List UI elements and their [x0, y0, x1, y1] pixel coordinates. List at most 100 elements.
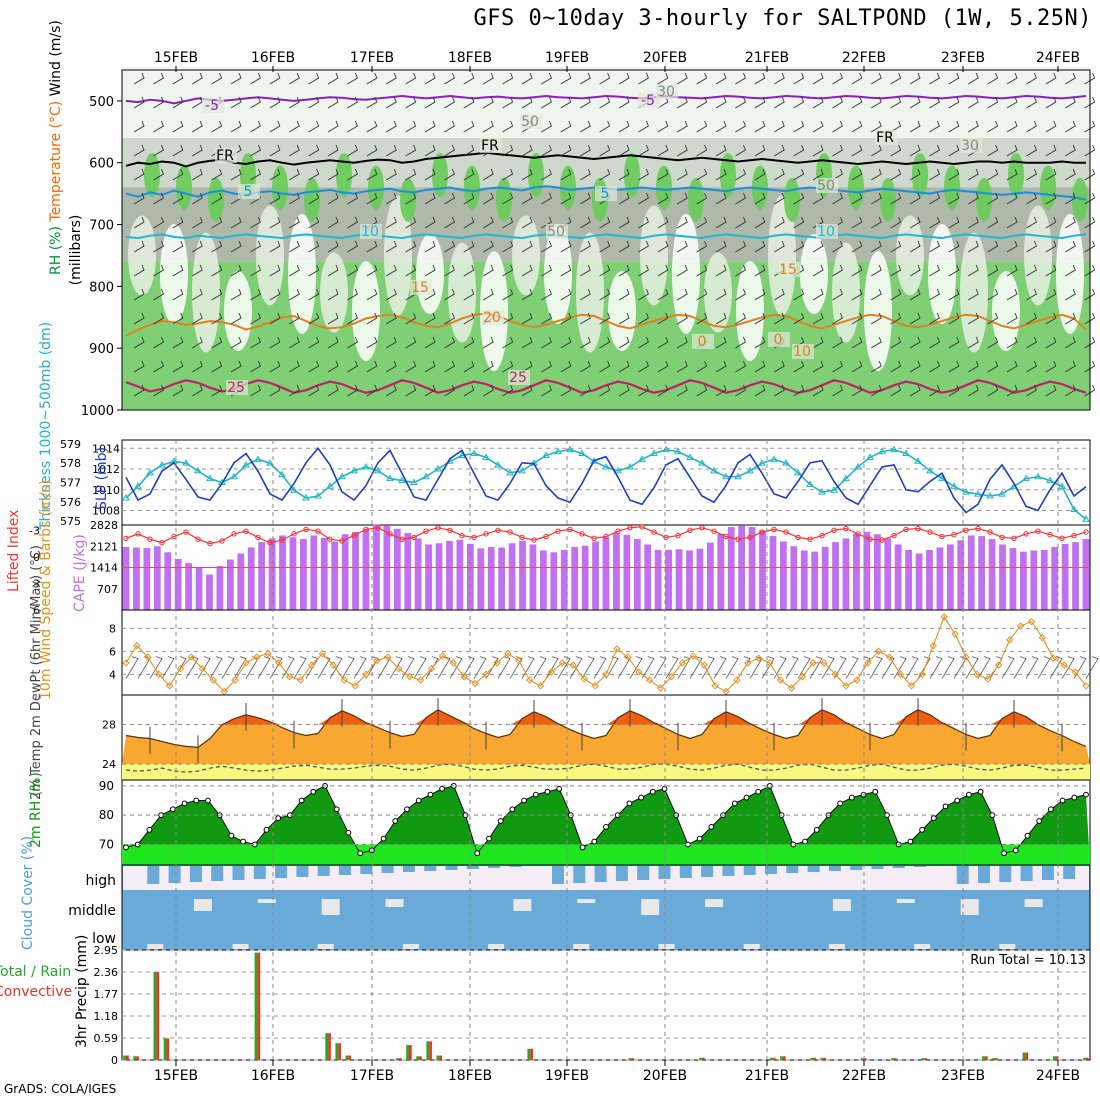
upper-wind-barb — [1084, 96, 1096, 109]
upper-wind-barb — [463, 384, 475, 397]
upper-wind-barb — [1064, 360, 1076, 373]
temp-line — [125, 709, 1087, 749]
upper-wind-barb — [870, 360, 882, 373]
rh-point — [848, 794, 855, 801]
upper-wind-barb — [638, 360, 649, 373]
contour-label: 15 — [411, 280, 429, 296]
precip-convective-bar — [419, 1056, 422, 1060]
cloud-middle-bar — [513, 899, 532, 911]
upper-wind-barb — [288, 240, 300, 253]
upper-wind-barb — [521, 216, 533, 229]
upper-wind-barb — [385, 360, 397, 373]
thickness-point — [410, 478, 418, 485]
thickness-point — [314, 492, 322, 499]
cape-bar — [1009, 548, 1017, 610]
thickness-point — [242, 461, 250, 468]
thickness-point — [434, 465, 442, 472]
upper-wind-barb — [560, 144, 572, 157]
rh-point — [930, 815, 937, 822]
upper-wind-barb — [851, 168, 863, 181]
upper-wind-barb — [444, 384, 455, 397]
cape-bar — [1082, 539, 1090, 610]
rh-point — [298, 797, 305, 804]
wind-speed-point — [918, 670, 927, 679]
upper-wind-barb — [948, 216, 960, 229]
cloud-high-bar — [807, 866, 820, 872]
upper-wind-barb — [579, 72, 591, 85]
upper-wind-barb — [599, 240, 611, 253]
upper-wind-barb — [366, 96, 378, 109]
cape-bar — [320, 537, 328, 610]
precip-convective-bar — [530, 1048, 533, 1060]
upper-wind-barb — [1026, 144, 1037, 157]
upper-wind-barb — [579, 264, 591, 277]
upper-wind-barb — [1006, 336, 1018, 349]
upper-wind-barb — [638, 240, 649, 253]
contour-label-bg — [226, 380, 248, 395]
upper-wind-barb — [288, 168, 300, 181]
upper-wind-barb — [967, 120, 979, 133]
li-point — [315, 528, 321, 534]
thickness-point — [806, 480, 814, 487]
upper-wind-barb — [851, 312, 863, 325]
upper-wind-barb — [909, 96, 921, 109]
cloud-level-label: high — [85, 873, 116, 889]
li-point — [1071, 532, 1077, 539]
upper-wind-barb — [288, 384, 300, 397]
rh-moist-pocket — [272, 165, 288, 210]
cape-bar — [842, 538, 850, 610]
cloud-high-bar — [978, 866, 990, 883]
upper-wind-barb — [987, 72, 999, 85]
wind-speed-point — [165, 682, 174, 690]
contour-label: 30 — [657, 84, 675, 100]
upper-wind-barb — [1006, 72, 1018, 85]
surface-wind-barb — [221, 656, 235, 679]
surface-wind-barb — [833, 656, 847, 679]
cloud-middle-bar — [641, 899, 660, 915]
upper-wind-barb — [851, 72, 863, 85]
upper-wind-barb — [521, 288, 533, 301]
upper-wind-barb — [502, 264, 514, 277]
thickness-point — [554, 447, 562, 455]
surface-wind-barb — [581, 656, 595, 679]
rh-point — [919, 826, 925, 833]
rh-point — [392, 818, 399, 824]
rh-point — [743, 794, 750, 801]
upper-wind-barb — [929, 168, 940, 181]
wind-label: 10m Wind Speed & Barbs (m/s) — [38, 480, 54, 700]
upper-wind-barb — [347, 192, 358, 205]
upper-wind-barb — [211, 264, 223, 277]
upper-wind-barb — [366, 168, 378, 181]
upper-wind-barb — [269, 120, 281, 133]
cape-bar — [1072, 542, 1079, 610]
wind-speed-point — [689, 652, 697, 660]
upper-wind-barb — [967, 216, 979, 229]
upper-wind-barb — [715, 120, 727, 133]
upper-wind-barb — [618, 216, 630, 229]
upper-wind-barb — [638, 168, 649, 181]
wind-speed-point — [144, 653, 152, 661]
wind-speed-point — [176, 664, 185, 673]
upper-wind-barb — [230, 72, 242, 85]
upper-wind-barb — [773, 360, 785, 373]
li-point — [291, 531, 297, 537]
cape-bar — [999, 544, 1006, 610]
upper-wind-barb — [967, 168, 979, 181]
upper-wind-barb — [676, 168, 688, 181]
upper-wind-barb — [250, 216, 261, 229]
upper-wind-barb — [754, 144, 766, 157]
li-point — [831, 527, 837, 534]
precip-convective-bar — [166, 1038, 170, 1060]
upper-wind-barb — [463, 192, 475, 205]
wind-speed-point — [438, 652, 447, 660]
upper-wind-barb — [1084, 264, 1096, 277]
upper-wind-barb — [1064, 336, 1076, 349]
rh-dry-pocket — [1056, 214, 1084, 334]
upper-wind-barb — [385, 336, 397, 349]
cloud-middle-bar — [577, 899, 596, 903]
upper-wind-barb — [909, 216, 921, 229]
upper-wind-barb — [987, 144, 999, 157]
upper-wind-barb — [812, 96, 824, 109]
upper-wind-barb — [890, 168, 902, 181]
cape-bar — [362, 528, 370, 610]
